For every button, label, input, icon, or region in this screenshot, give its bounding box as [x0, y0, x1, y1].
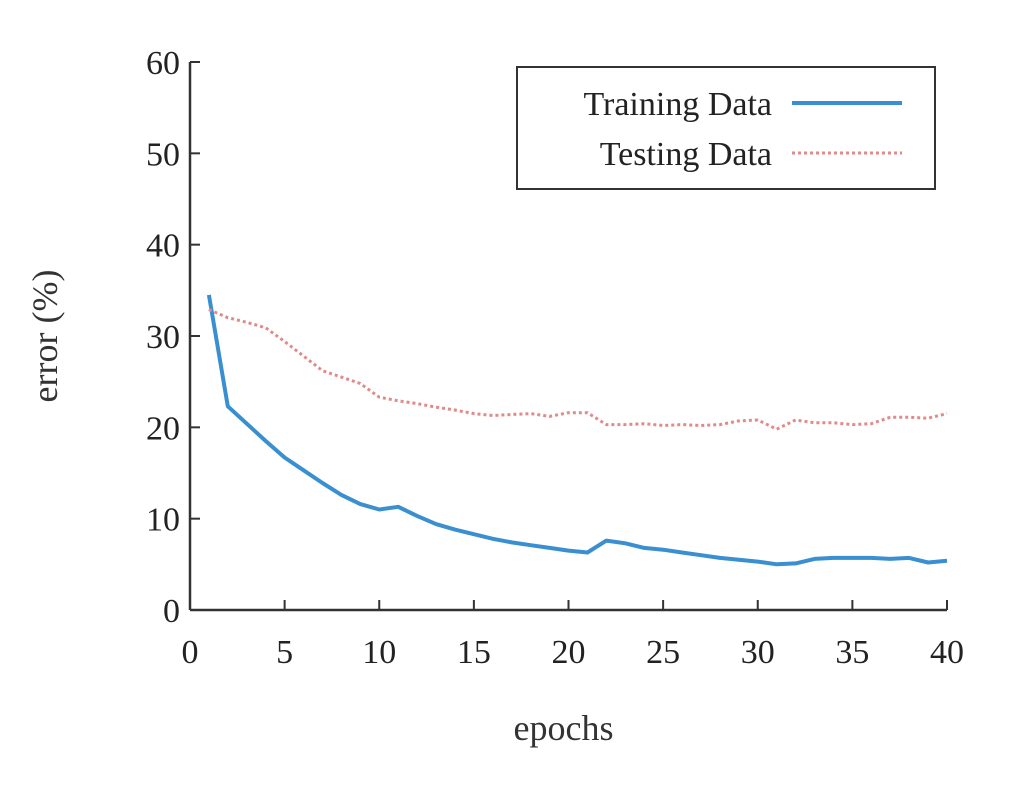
y-tick-label: 0 [163, 593, 180, 630]
y-axis-title: error (%) [25, 270, 65, 403]
y-tick-label: 60 [146, 45, 180, 82]
training-data-line [206, 294, 948, 567]
y-ticks: 0 10 20 30 40 50 60 [146, 45, 200, 630]
legend-label-testing: Testing Data [600, 136, 772, 173]
x-tick-label: 30 [741, 634, 775, 671]
x-tick-label: 25 [646, 634, 680, 671]
legend: Training Data Testing Data [516, 66, 936, 190]
series-lines [206, 294, 948, 567]
x-tick-label: 40 [930, 634, 964, 671]
x-tick-label: 10 [362, 634, 396, 671]
x-axis-title: epochs [514, 708, 614, 748]
y-tick-label: 40 [146, 228, 180, 265]
x-tick-label: 5 [276, 634, 293, 671]
y-tick-label: 20 [146, 410, 180, 447]
legend-box [516, 66, 936, 190]
y-tick-label: 50 [146, 136, 180, 173]
testing-data-line [208, 308, 948, 431]
legend-label-training: Training Data [583, 86, 772, 123]
x-tick-label: 35 [835, 634, 869, 671]
y-tick-label: 30 [146, 319, 180, 356]
x-tick-label: 20 [552, 634, 586, 671]
x-ticks: 0 5 10 15 20 25 30 35 40 [182, 600, 964, 671]
x-tick-label: 15 [457, 634, 491, 671]
x-tick-label: 0 [182, 634, 199, 671]
y-tick-label: 10 [146, 502, 180, 539]
